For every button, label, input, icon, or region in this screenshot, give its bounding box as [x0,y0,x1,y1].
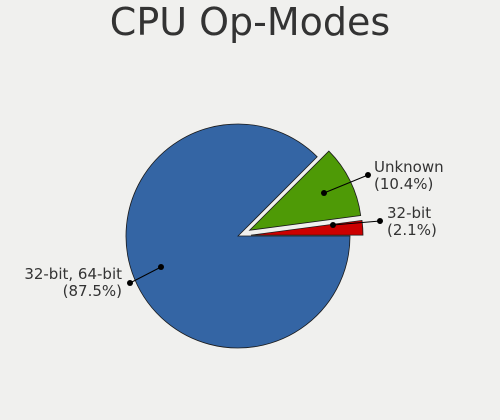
slice-label: 32-bit, 64-bit (87.5%) [24,265,122,300]
label-leader-dot [127,280,133,286]
slice-label: Unknown (10.4%) [374,158,444,193]
pie-slice-32-bit-64-bit [125,123,351,349]
label-leader-dot [158,264,164,270]
label-leader-dot [377,218,383,224]
label-leader-line [323,174,369,194]
slice-label-name: 32-bit, 64-bit [24,265,122,283]
slice-label: 32-bit (2.1%) [387,204,437,239]
slice-label-name: Unknown [374,158,444,176]
label-leader-dot [321,190,327,196]
chart-title: CPU Op-Modes [109,0,391,44]
slice-label-name: 32-bit [387,204,431,222]
slice-label-percent: (2.1%) [387,221,437,239]
pie-slice-unknown [248,150,362,231]
label-leader-line [129,266,162,284]
label-leader-dot [365,172,371,178]
label-leader-line [332,220,381,226]
slice-label-percent: (10.4%) [374,175,433,193]
slice-label-percent: (87.5%) [63,282,122,300]
label-leader-dot [330,222,336,228]
